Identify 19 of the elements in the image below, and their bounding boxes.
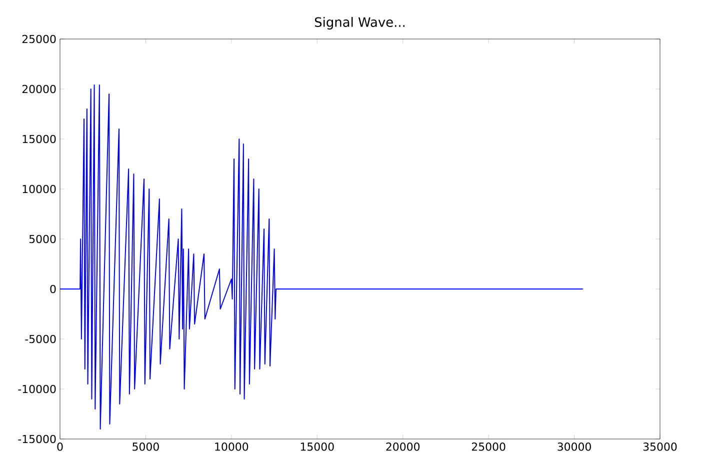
- y-tick-label: -10000: [18, 384, 56, 394]
- y-tick-label: -15000: [18, 434, 56, 444]
- x-tick-label: 5000: [132, 442, 159, 451]
- x-tick-label: 15000: [300, 442, 334, 451]
- y-tick-label: 20000: [22, 84, 56, 94]
- x-tick-label: 10000: [215, 442, 248, 451]
- y-tick-label: 0: [50, 284, 56, 294]
- y-tick-label: 15000: [22, 134, 56, 144]
- line-series: [60, 84, 584, 430]
- x-tick-label: 35000: [643, 442, 677, 451]
- x-tick-label: 0: [57, 442, 63, 451]
- y-tick-label: 10000: [22, 184, 56, 194]
- chart-title: Signal Wave...: [314, 16, 405, 30]
- y-tick-label: 25000: [22, 34, 56, 44]
- y-tick-label: 5000: [29, 234, 56, 244]
- x-tick-label: 25000: [472, 442, 506, 451]
- y-tick-label: -5000: [25, 334, 56, 344]
- x-tick-label: 20000: [386, 442, 420, 451]
- x-tick-label: 30000: [558, 442, 591, 451]
